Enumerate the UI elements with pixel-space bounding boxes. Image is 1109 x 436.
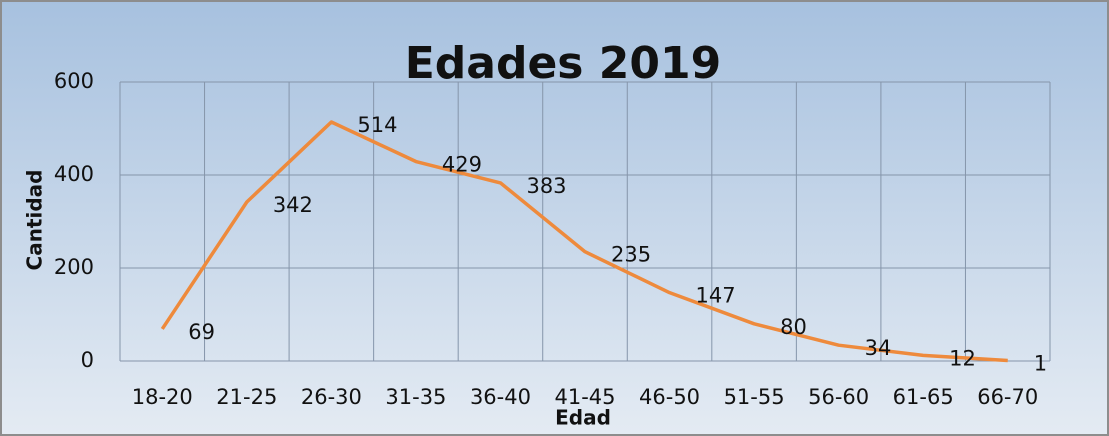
data-label: 34 [865, 336, 892, 360]
y-tick-label: 0 [81, 348, 94, 372]
y-axis-label: Cantidad [23, 170, 47, 271]
x-tick-label: 46-50 [639, 385, 700, 409]
data-label: 383 [526, 174, 566, 198]
y-tick-label: 400 [54, 162, 94, 186]
x-tick-label: 26-30 [301, 385, 362, 409]
x-tick-label: 61-65 [893, 385, 954, 409]
data-label: 514 [357, 113, 397, 137]
x-tick-label: 21-25 [216, 385, 277, 409]
x-tick-label: 31-35 [385, 385, 446, 409]
x-tick-label: 51-55 [724, 385, 785, 409]
line [160, 120, 1008, 363]
data-label: 429 [442, 153, 482, 177]
data-label: 147 [696, 284, 736, 308]
x-tick-label: 56-60 [808, 385, 869, 409]
data-label: 69 [188, 320, 215, 344]
data-label: 342 [273, 193, 313, 217]
data-label: 1 [1034, 352, 1047, 376]
x-tick-label: 41-45 [554, 385, 615, 409]
x-tick-label: 36-40 [470, 385, 531, 409]
y-tick-label: 200 [54, 255, 94, 279]
x-axis-label: Edad [555, 406, 611, 430]
chart-title: Edades 2019 [405, 38, 722, 89]
data-label: 80 [780, 315, 807, 339]
x-tick-label: 66-70 [977, 385, 1038, 409]
data-label: 235 [611, 243, 651, 267]
y-tick-label: 600 [54, 69, 94, 93]
x-tick-label: 18-20 [132, 385, 193, 409]
data-label: 12 [949, 346, 976, 370]
